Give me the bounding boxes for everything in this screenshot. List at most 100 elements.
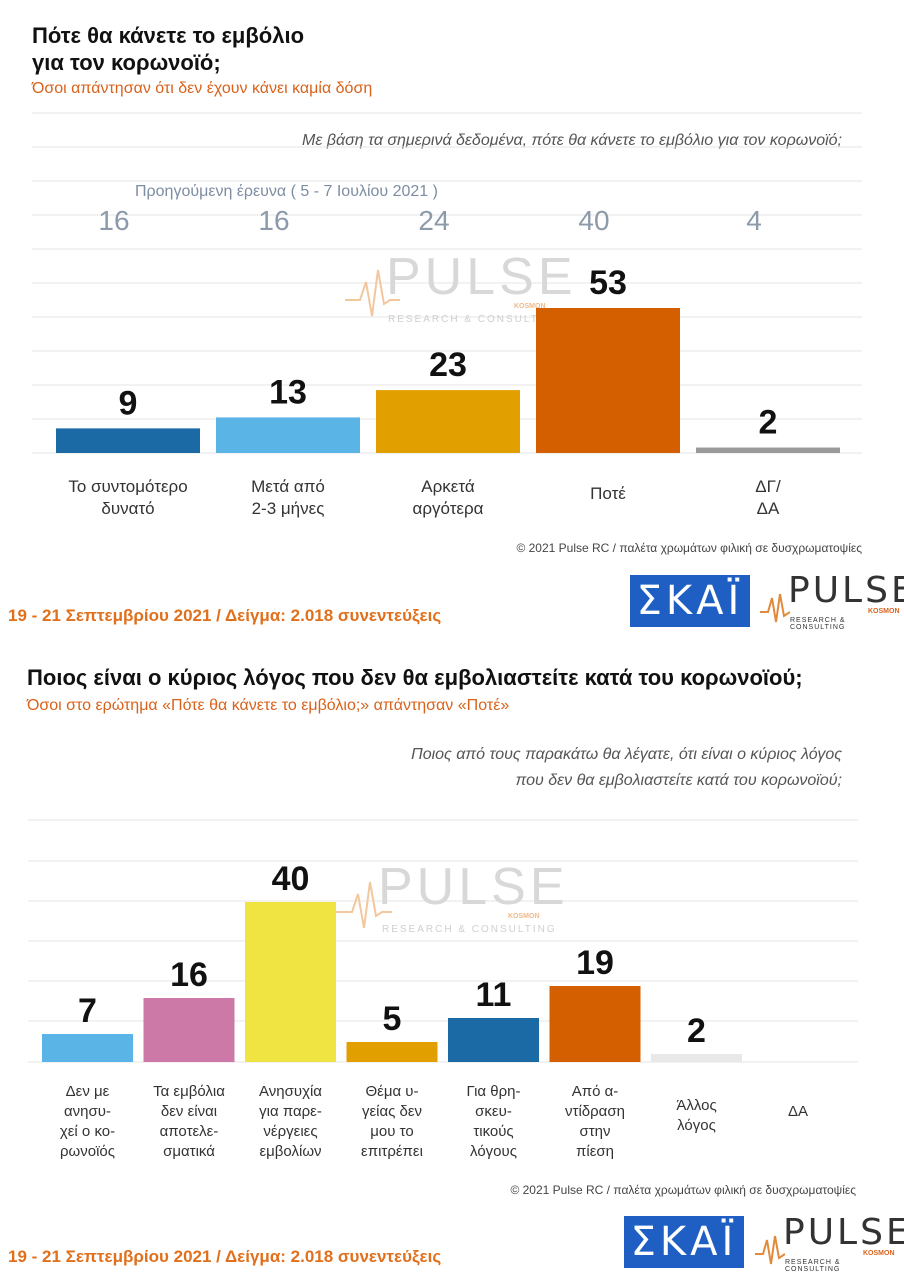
chart1-footer: 19 - 21 Σεπτεμβρίου 2021 / Δείγμα: 2.018…	[8, 606, 442, 625]
category-label-line: γείας δεν	[361, 1103, 423, 1120]
category-label-line: επιτρέπει	[361, 1143, 423, 1160]
category-label-line: πίεση	[576, 1143, 614, 1160]
category-label-line: λόγος	[677, 1117, 716, 1134]
previous-survey-label: Προηγούμενη έρευνα ( 5 - 7 Ιουλίου 2021 …	[135, 183, 438, 200]
data-label: 9	[119, 384, 138, 422]
category-label-line: νέργειες	[263, 1123, 318, 1140]
category-label-line: Από α-	[571, 1083, 619, 1100]
data-label: 5	[383, 1000, 402, 1038]
pulse-heartbeat-icon	[755, 1235, 785, 1265]
pulse-logo-word: PULSE	[783, 1212, 904, 1253]
data-label: 40	[272, 860, 310, 898]
category-label: ΔΑ	[749, 1102, 848, 1122]
pulse-heartbeat-icon	[760, 593, 790, 623]
chart2-subtitle: Όσοι στο ερώτημα «Πότε θα κάνετε το εμβό…	[27, 697, 510, 714]
pulse-logo-kosmon: KOSMON	[863, 1250, 895, 1257]
bar	[376, 390, 520, 453]
data-label: 2	[759, 404, 778, 442]
category-label-line: ΔΑ	[756, 499, 780, 518]
bar	[448, 1018, 539, 1062]
category-label: Από α-ντίδραση στην πίεση	[546, 1082, 645, 1162]
chart1-title-line2: για τον κορωνοϊό;	[32, 50, 221, 75]
chart1-title-line1: Πότε θα κάνετε το εμβόλιο	[32, 23, 305, 48]
category-label-line: Το συντομότερο	[68, 477, 188, 496]
pulse-logo: PULSE KOSMON RESEARCH & CONSULTING	[755, 1212, 904, 1273]
previous-value: 40	[578, 205, 609, 236]
bar	[346, 1042, 438, 1062]
bar	[216, 417, 360, 453]
chart2-question-line2: που δεν θα εμβολιαστείτε κατά του κορωνο…	[515, 772, 842, 789]
pulse-logo-sub: RESEARCH & CONSULTING	[790, 617, 846, 631]
watermark-sub: RESEARCH & CONSULTING	[382, 924, 557, 935]
category-label-line: λόγους	[470, 1143, 517, 1160]
category-label-line: Ανησυχία	[259, 1083, 322, 1100]
chart2-copyright: © 2021 Pulse RC / παλέτα χρωμάτων φιλική…	[510, 1183, 856, 1197]
data-label: 53	[589, 264, 627, 302]
pulse-logo-sub: RESEARCH & CONSULTING	[785, 1259, 841, 1273]
category-label-line: ανησυ-	[64, 1103, 111, 1120]
previous-value: 4	[746, 205, 762, 236]
category-label-line: εμβολίων	[259, 1143, 322, 1160]
chart1-title: Πότε θα κάνετε το εμβόλιο για τον κορωνο…	[32, 22, 304, 76]
category-label-line: αργότερα	[412, 499, 484, 518]
category-label-line: σκευ-	[475, 1103, 512, 1120]
watermark-kosmon: KOSMON	[508, 913, 540, 920]
category-label: Ποτέ	[526, 483, 690, 505]
category-label-line: δεν είναι	[160, 1103, 218, 1120]
category-label: Για θρη-σκευ-τικούς λόγους	[444, 1082, 543, 1162]
category-label: ΔΓ/ΔΑ	[686, 476, 850, 520]
bar	[42, 1034, 133, 1062]
pulse-logo: PULSE KOSMON RESEARCH & CONSULTING	[760, 570, 904, 631]
category-label-line: Δεν με	[65, 1083, 110, 1100]
bar	[143, 998, 235, 1062]
category-label-line: Ποτέ	[590, 484, 626, 503]
category-label-line: ΔΓ/	[755, 477, 781, 496]
category-label: Αρκετά αργότερα	[366, 476, 530, 520]
bar	[651, 1054, 742, 1062]
category-label-line: ντίδραση	[565, 1103, 625, 1120]
category-label: Το συντομότερο δυνατό	[46, 476, 210, 520]
watermark-word: PULSE	[378, 858, 569, 916]
category-label-line: σματικά	[163, 1143, 215, 1160]
data-label: 11	[476, 976, 512, 1014]
category-label-line: Μετά από	[251, 477, 325, 496]
category-label-line: Άλλος	[676, 1097, 717, 1114]
data-label: 23	[429, 346, 467, 384]
category-label-line: Θέμα υ-	[365, 1083, 419, 1100]
data-label: 7	[78, 992, 97, 1030]
category-label-line: για παρε-	[259, 1103, 322, 1120]
chart1-subtitle: Όσοι απάντησαν ότι δεν έχουν κάνει καμία…	[32, 80, 373, 97]
previous-value: 16	[98, 205, 129, 236]
bar	[549, 986, 641, 1062]
watermark-sub: RESEARCH & CONSULTING	[388, 314, 563, 325]
chart1-plot: PULSE RESEARCH & CONSULTING KOSMON 16 16 2…	[32, 112, 862, 454]
pulse-logo-kosmon: KOSMON	[868, 608, 900, 615]
category-label: Τα εμβόλια δεν είναι αποτελε-σματικά	[140, 1082, 239, 1162]
chart2-plot: PULSE RESEARCH & CONSULTING KOSMON 7 16 40…	[28, 819, 858, 1063]
category-label-line: στην	[579, 1123, 611, 1140]
chart2-footer: 19 - 21 Σεπτεμβρίου 2021 / Δείγμα: 2.018…	[8, 1247, 442, 1266]
skai-logo: ΣΚΑΪ	[630, 575, 750, 627]
data-label: 2	[687, 1012, 706, 1050]
pulse-watermark-2: PULSE RESEARCH & CONSULTING KOSMON	[336, 858, 569, 935]
category-label-line: Αρκετά	[421, 477, 475, 496]
chart2-question: Ποιος από τους παρακάτω θα λέγατε, ότι ε…	[411, 742, 842, 794]
category-label-line: Τα εμβόλια	[153, 1083, 225, 1100]
category-label-line: μου το	[370, 1123, 414, 1140]
category-label-line: ρωνοϊός	[60, 1143, 115, 1160]
data-label: 13	[269, 373, 307, 411]
category-label-line: αποτελε-	[159, 1123, 219, 1140]
pulse-logo-word: PULSE	[788, 570, 904, 611]
chart2-question-line1: Ποιος από τους παρακάτω θα λέγατε, ότι ε…	[411, 746, 842, 763]
previous-value: 16	[258, 205, 289, 236]
category-label: Άλλος λόγος	[647, 1096, 746, 1136]
category-label: Δεν με ανησυ-χεί ο κο-ρωνοϊός	[38, 1082, 137, 1162]
chart1-question: Με βάση τα σημερινά δεδομένα, πότε θα κά…	[302, 132, 842, 149]
category-label: Μετά από 2-3 μήνες	[206, 476, 370, 520]
category-label: Ανησυχία για παρε-νέργειες εμβολίων	[241, 1082, 340, 1162]
bar	[56, 428, 200, 453]
watermark-kosmon: KOSMON	[514, 303, 546, 310]
category-label-line: δυνατό	[101, 499, 155, 518]
chart1-copyright: © 2021 Pulse RC / παλέτα χρωμάτων φιλική…	[516, 541, 862, 555]
data-label: 19	[576, 944, 614, 982]
